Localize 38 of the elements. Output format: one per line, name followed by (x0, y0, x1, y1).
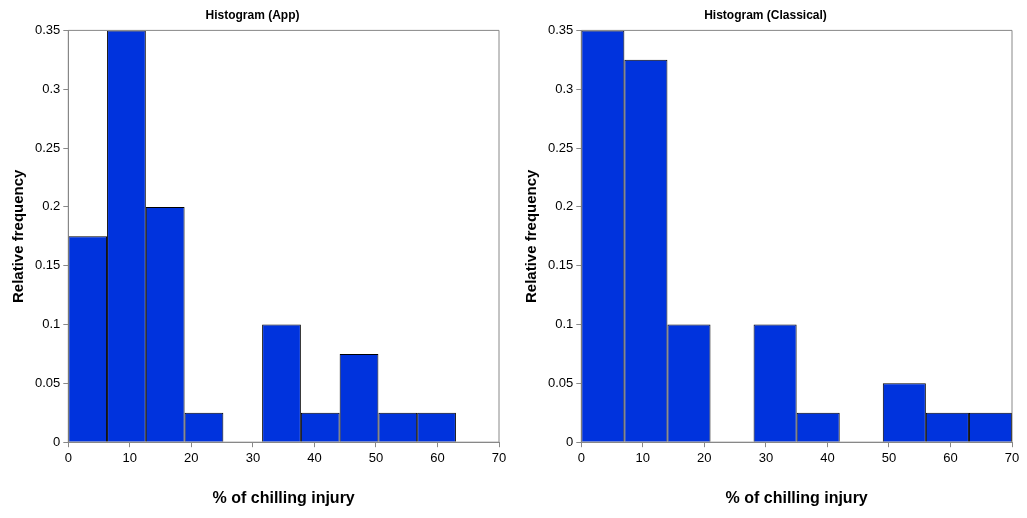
x-tick-label: 10 (635, 449, 651, 465)
x-tick-label: 40 (820, 449, 835, 465)
y-tick-label: 0.05 (547, 374, 574, 390)
x-tick-label: 20 (184, 449, 199, 465)
x-tick-label: 70 (491, 449, 507, 465)
y-tick-label: 0.25 (547, 139, 574, 155)
y-tick-label: 0.3 (555, 80, 574, 96)
x-tick-label: 50 (368, 449, 384, 465)
y-tick-label: 0.2 (555, 198, 574, 214)
y-tick-label: 0.15 (547, 257, 574, 273)
x-tick-label: 0 (577, 449, 585, 465)
x-tick-label: 30 (758, 449, 774, 465)
y-tick-label: 0.25 (34, 139, 61, 155)
y-tick-label: 0.05 (34, 374, 61, 390)
y-tick-label: 0.35 (34, 21, 61, 37)
x-tick-label: 10 (122, 449, 138, 465)
y-axis-title: Relative frequency (9, 168, 27, 303)
chart-title: Histogram (App) (205, 7, 300, 22)
y-axis-title: Relative frequency (522, 168, 540, 303)
y-tick-label: 0.1 (42, 316, 61, 332)
y-tick-label: 0 (566, 433, 574, 449)
y-tick-label: 0.35 (547, 21, 574, 37)
x-tick-label: 20 (697, 449, 712, 465)
chart-title: Histogram (Classical) (704, 7, 827, 22)
y-tick-label: 0 (53, 433, 61, 449)
x-tick-label: 70 (1004, 449, 1020, 465)
x-tick-label: 60 (430, 449, 445, 465)
x-tick-label: 50 (881, 449, 897, 465)
y-tick-label: 0.3 (42, 80, 61, 96)
y-tick-label: 0.15 (34, 257, 61, 273)
y-tick-label: 0.2 (42, 198, 61, 214)
x-tick-label: 0 (64, 449, 72, 465)
y-tick-label: 0.1 (555, 316, 574, 332)
x-tick-label: 60 (943, 449, 958, 465)
x-axis-title: % of chilling injury (725, 488, 868, 506)
x-tick-label: 30 (245, 449, 261, 465)
x-tick-label: 40 (307, 449, 322, 465)
x-axis-title: % of chilling injury (212, 488, 355, 506)
